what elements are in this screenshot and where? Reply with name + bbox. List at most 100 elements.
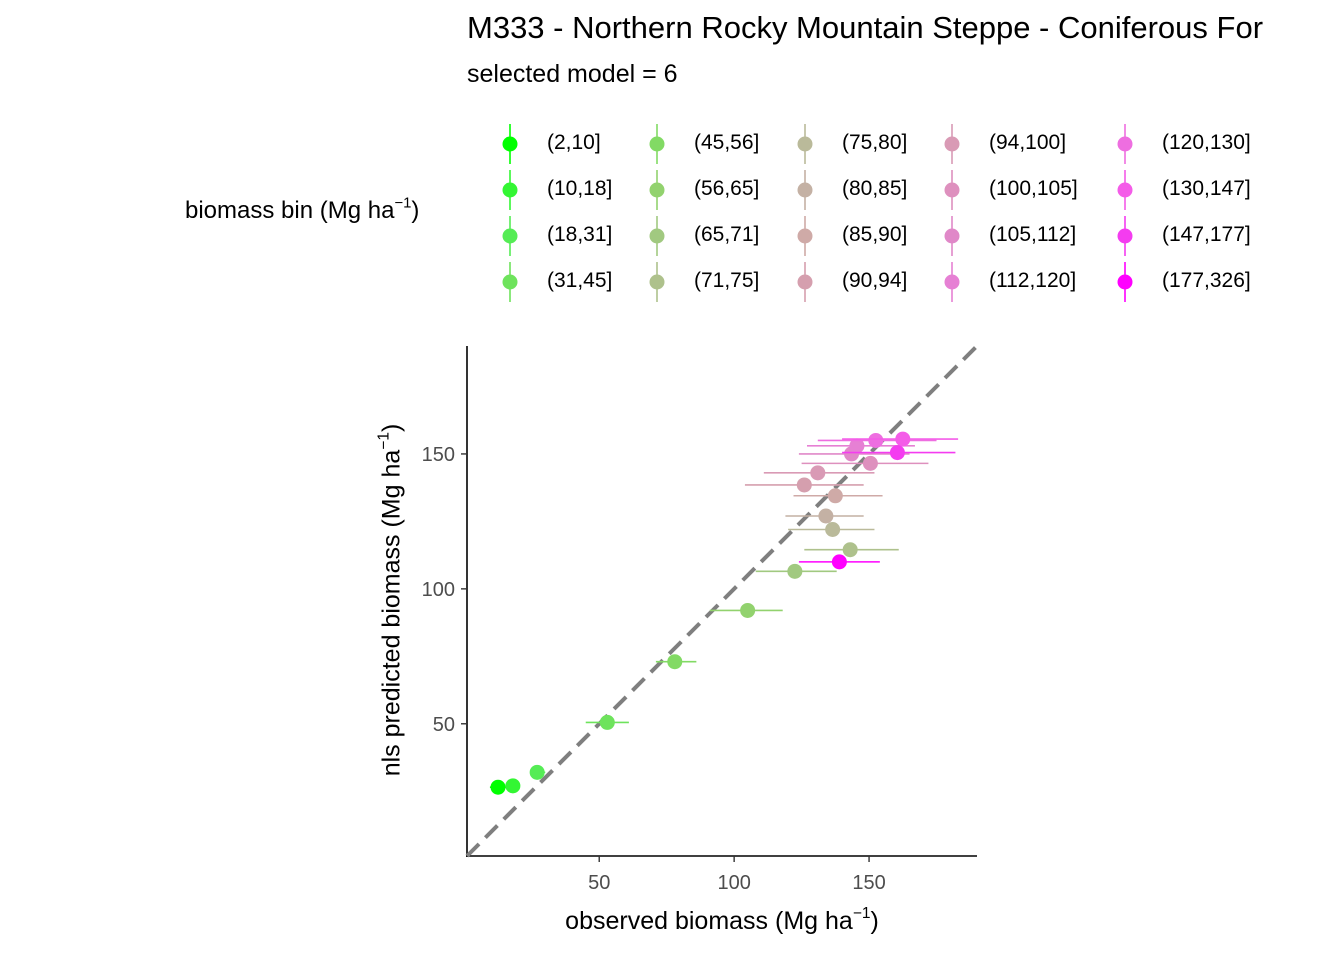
legend-key-point — [1117, 228, 1133, 244]
legend-label: (120,130] — [1162, 131, 1251, 154]
legend-label: (85,90] — [842, 223, 908, 246]
data-point — [818, 508, 834, 524]
data-point — [505, 778, 521, 794]
x-axis-label: observed biomass (Mg ha−1) — [565, 905, 879, 935]
data-point-group — [798, 554, 880, 570]
legend-key — [649, 124, 665, 164]
legend-label: (56,65] — [694, 177, 760, 200]
data-point — [862, 455, 878, 471]
data-point-group — [585, 714, 629, 730]
legend-label: (75,80] — [842, 131, 908, 154]
legend-keys — [502, 124, 1133, 302]
legend-key — [797, 262, 813, 302]
data-point — [810, 465, 826, 481]
legend-key-point — [944, 182, 960, 198]
data-point — [895, 431, 911, 447]
y-tick-label: 50 — [433, 714, 455, 736]
legend-label: (18,31] — [547, 223, 613, 246]
data-point-group — [842, 445, 956, 461]
legend-key-point — [502, 228, 518, 244]
data-point-group — [655, 654, 697, 670]
data-point — [842, 542, 858, 558]
data-point-group — [801, 455, 929, 471]
chart-title: M333 - Northern Rocky Mountain Steppe - … — [467, 10, 1264, 45]
legend-key-point — [797, 136, 813, 152]
legend-key-point — [502, 136, 518, 152]
data-point-group — [804, 542, 899, 558]
data-point — [667, 654, 683, 670]
data-point — [796, 477, 812, 493]
data-point — [831, 554, 847, 570]
legend-key — [1117, 124, 1133, 164]
legend-key-point — [797, 274, 813, 290]
data-point-group — [505, 778, 521, 794]
legend-key-point — [502, 182, 518, 198]
data-point-group — [785, 508, 864, 524]
legend-title: biomass bin (Mg ha−1) — [185, 195, 420, 224]
legend-label: (31,45] — [547, 269, 613, 292]
x-tick-label: 150 — [852, 872, 885, 894]
data-point — [889, 445, 905, 461]
legend-label: (105,112] — [989, 223, 1077, 246]
legend-key-point — [649, 274, 665, 290]
legend-key — [502, 170, 518, 210]
legend-key-point — [797, 228, 813, 244]
legend-label: (112,120] — [989, 269, 1077, 292]
legend-key — [1117, 262, 1133, 302]
legend-label: (147,177] — [1162, 223, 1251, 246]
data-point-group — [529, 764, 546, 780]
legend-key — [502, 262, 518, 302]
chart-subtitle: selected model = 6 — [467, 60, 678, 88]
data-point-group — [755, 563, 837, 579]
data-point — [825, 521, 841, 537]
y-tick-label: 150 — [422, 444, 455, 466]
data-point-group — [793, 488, 883, 504]
data-point — [849, 438, 865, 454]
data-point — [529, 764, 545, 780]
legend-key — [944, 216, 960, 256]
legend-key-point — [1117, 274, 1133, 290]
legend-label: (94,100] — [989, 131, 1067, 154]
legend-key — [649, 262, 665, 302]
legend-label: (177,326] — [1162, 269, 1251, 292]
data-point — [868, 432, 884, 448]
data-point — [599, 714, 615, 730]
legend-label: (65,71] — [694, 223, 760, 246]
legend-key — [502, 124, 518, 164]
legend-label: (90,94] — [842, 269, 908, 292]
data-point-group — [788, 521, 875, 537]
data-point — [827, 488, 843, 504]
legend-key — [1117, 170, 1133, 210]
legend-label: (80,85] — [842, 177, 908, 200]
reference-line-1to1 — [465, 344, 979, 858]
legend-key — [797, 124, 813, 164]
legend-label: (10,18] — [547, 177, 613, 200]
data-point-group — [763, 465, 875, 481]
data-point — [740, 602, 756, 618]
legend-label: (71,75] — [694, 269, 760, 292]
legend-key-point — [797, 182, 813, 198]
y-axis-label: nls predicted biomass (Mg ha−1) — [375, 423, 406, 777]
legend-key-point — [944, 228, 960, 244]
legend-key-point — [1117, 182, 1133, 198]
legend-key-point — [649, 136, 665, 152]
legend-label: (45,56] — [694, 131, 760, 154]
legend-key-point — [649, 182, 665, 198]
legend-key-point — [649, 228, 665, 244]
data-point-group — [817, 432, 937, 448]
data-point-group — [842, 431, 959, 447]
legend-key-point — [944, 136, 960, 152]
data-point — [490, 779, 506, 795]
legend-key — [1117, 216, 1133, 256]
legend-key-point — [944, 274, 960, 290]
legend-key — [944, 124, 960, 164]
data-point — [787, 563, 803, 579]
x-tick-label: 50 — [588, 872, 610, 894]
legend-key — [944, 170, 960, 210]
x-tick-label: 100 — [717, 872, 750, 894]
data-point-group — [489, 779, 507, 795]
legend-key-point — [1117, 136, 1133, 152]
data-point-group — [744, 477, 864, 493]
